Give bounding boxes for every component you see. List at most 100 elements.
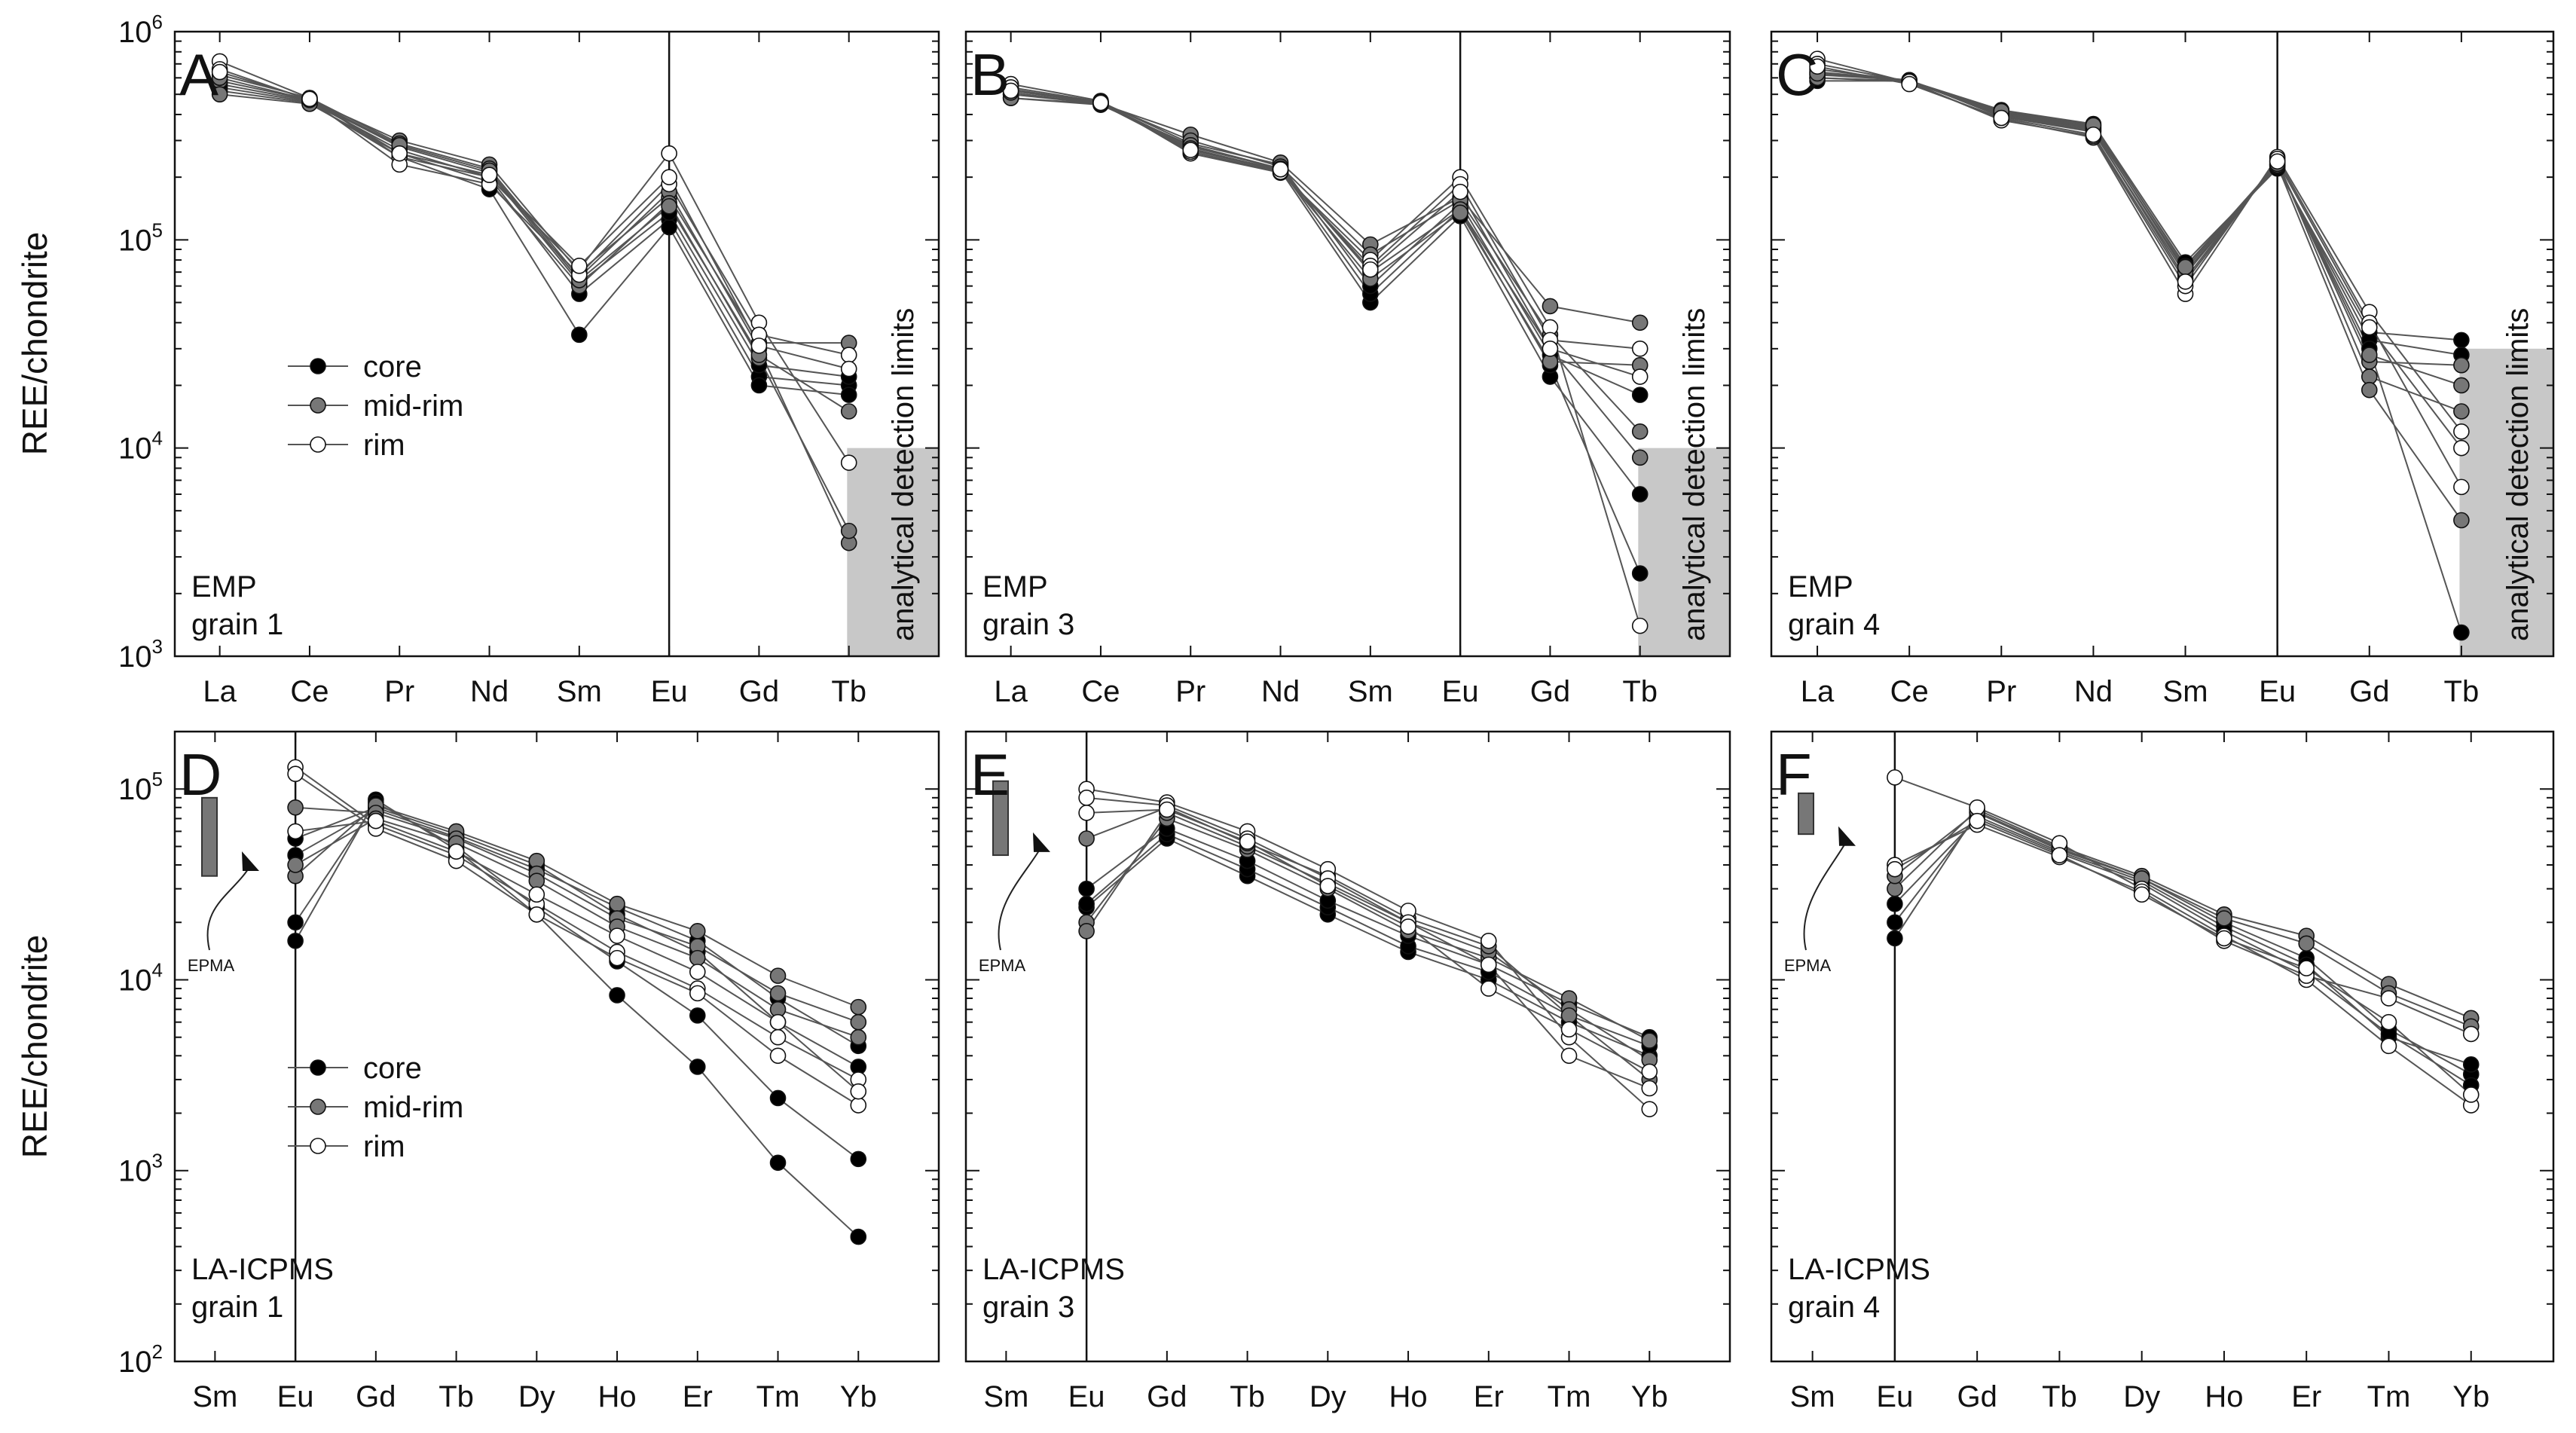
y-tick-base: 10 (118, 16, 152, 49)
epma-arrow-line (998, 844, 1044, 951)
series-line-rim (1894, 776, 2472, 1106)
panel-note: grain 3 (982, 1291, 1074, 1324)
series-line-rim (219, 71, 849, 370)
data-point-core (2453, 624, 2470, 641)
panel-letter: D (179, 741, 222, 808)
data-point-core (840, 387, 857, 403)
data-point-core (850, 1150, 867, 1168)
data-point-rim (1641, 1063, 1658, 1080)
y-tick-exponent: 6 (152, 11, 163, 33)
legend-label: mid-rim (363, 390, 463, 423)
series-line-mid_rim (295, 817, 859, 1038)
x-tick-label: Sm (2163, 675, 2208, 708)
data-point-core (1887, 930, 1903, 947)
panel-f: Sm Eu Gd Tb Dy Ho Er Tm Yb EPMA F LA-ICPMS grain 4 (1770, 730, 2555, 1413)
x-tick-label: Er (683, 1380, 713, 1413)
epma-arrow-head (1838, 826, 1856, 846)
data-point-mid_rim (287, 799, 304, 816)
epma-range-bar (992, 780, 1009, 857)
series-line-rim (1817, 63, 2462, 487)
data-point-rim (481, 167, 498, 183)
y-tick-base: 10 (118, 432, 152, 466)
data-point-rim (1480, 956, 1497, 973)
legend-label: core (363, 1052, 422, 1085)
data-point-mid_rim (2361, 347, 2378, 363)
plot-frame (173, 730, 940, 1363)
panel-note: grain 4 (1788, 1291, 1880, 1324)
panel-letter: F (1776, 741, 1812, 808)
data-point-rim (1631, 341, 1649, 357)
x-tick-label: Tm (756, 1380, 800, 1413)
x-tick-label: Nd (2074, 675, 2113, 708)
data-point-rim (2216, 930, 2232, 947)
data-point-core (2453, 332, 2470, 349)
data-point-rim (661, 145, 677, 162)
data-point-rim (840, 347, 857, 363)
data-point-rim (769, 1047, 787, 1065)
epma-arrow-line (206, 863, 252, 951)
x-tick-label: La (203, 675, 237, 708)
series-line-mid_rim (1894, 811, 2472, 1028)
y-tick-exponent: 3 (152, 1150, 163, 1172)
series-line-core (1894, 811, 2472, 1075)
x-tick-label: Gd (1957, 1380, 1997, 1413)
data-point-rim (1002, 82, 1019, 99)
series-line-mid_rim (219, 93, 850, 532)
data-point-rim (528, 906, 545, 923)
data-point-rim (661, 169, 677, 185)
data-point-rim (2380, 1037, 2397, 1055)
panel-a: analytical detection limits103104105106L… (118, 11, 940, 708)
x-tick-label: Eu (1442, 675, 1479, 708)
x-tick-label: Pr (384, 675, 414, 708)
detection-limit-area (847, 448, 939, 656)
x-tick-label: Pr (1986, 675, 2016, 708)
data-point-rim (2453, 439, 2470, 457)
data-point-rim (287, 823, 304, 840)
data-point-rim (609, 949, 625, 967)
series-line-rim (219, 68, 849, 356)
data-point-rim (2133, 886, 2150, 903)
data-point-core (287, 932, 304, 949)
data-point-rim (1969, 812, 1985, 830)
panel-note: grain 1 (191, 1291, 283, 1324)
y-axis-label: REE/chondrite (15, 935, 54, 1159)
data-point-rim (448, 843, 465, 860)
x-tick-label: Tb (1622, 675, 1658, 708)
data-point-core (609, 987, 625, 1004)
data-point-mid_rim (2361, 381, 2378, 399)
series-line-rim (1086, 788, 1650, 1110)
x-tick-label: Eu (1068, 1380, 1105, 1413)
data-point-rim (1452, 183, 1468, 200)
data-point-rim (2085, 126, 2102, 143)
data-point-mid_rim (2453, 377, 2470, 394)
x-tick-label: Sm (1790, 1380, 1835, 1413)
y-tick-exponent: 5 (152, 218, 163, 241)
y-tick-label: 105 (118, 768, 163, 806)
data-point-core (571, 326, 588, 344)
x-tick-label: Ce (1081, 675, 1120, 708)
series-line-core (1894, 817, 2472, 1086)
x-tick-label: Pr (1175, 675, 1205, 708)
y-tick-exponent: 4 (152, 958, 163, 981)
series-line-mid_rim (219, 80, 849, 344)
data-point-rim (1542, 341, 1559, 357)
panel-note: LA-ICPMS (1788, 1253, 1930, 1286)
x-tick-label: Tb (439, 1380, 474, 1413)
legend-marker (310, 1138, 326, 1154)
data-point-core (1631, 565, 1649, 582)
data-point-core (287, 914, 304, 931)
data-point-core (2462, 1056, 2480, 1073)
y-tick-label: 104 (118, 427, 163, 466)
data-point-mid_rim (1631, 314, 1649, 332)
data-point-core (1631, 387, 1649, 403)
data-point-core (850, 1228, 867, 1245)
data-point-core (1631, 486, 1649, 503)
data-point-rim (2269, 153, 2286, 170)
data-point-rim (1239, 833, 1256, 850)
x-tick-label: Ho (1389, 1380, 1427, 1413)
y-tick-base: 10 (118, 964, 152, 997)
x-tick-label: Gd (356, 1380, 396, 1413)
data-point-rim (689, 964, 706, 980)
data-point-rim (769, 1028, 787, 1046)
data-point-rim (528, 886, 545, 903)
